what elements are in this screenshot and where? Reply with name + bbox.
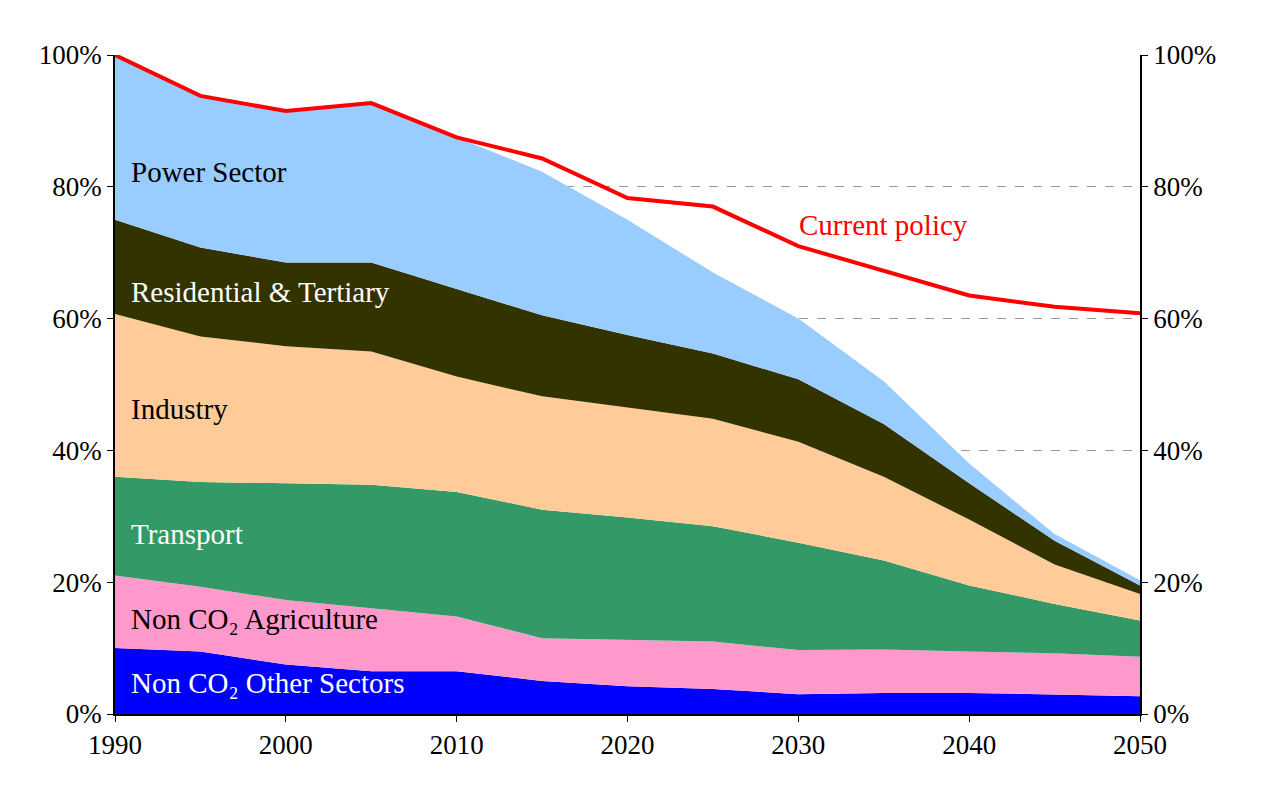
svg-text:60%: 60%	[1153, 304, 1203, 334]
svg-text:2020: 2020	[601, 730, 655, 760]
svg-text:20%: 20%	[52, 568, 102, 598]
svg-text:80%: 80%	[1153, 172, 1203, 202]
svg-text:40%: 40%	[1153, 436, 1203, 466]
svg-text:40%: 40%	[52, 436, 102, 466]
svg-text:0%: 0%	[66, 699, 102, 729]
svg-text:Power Sector: Power Sector	[131, 156, 287, 188]
svg-text:Residential & Tertiary: Residential & Tertiary	[131, 276, 390, 308]
svg-text:0%: 0%	[1153, 699, 1189, 729]
svg-text:60%: 60%	[52, 304, 102, 334]
svg-text:2040: 2040	[942, 730, 996, 760]
svg-text:2030: 2030	[771, 730, 825, 760]
svg-text:Current policy: Current policy	[799, 209, 968, 241]
svg-text:2050: 2050	[1113, 730, 1167, 760]
svg-text:Industry: Industry	[131, 393, 228, 425]
svg-text:100%: 100%	[39, 40, 102, 70]
svg-text:2000: 2000	[259, 730, 313, 760]
svg-text:Non CO₂ Agriculture: Non CO₂ Agriculture	[131, 603, 378, 635]
svg-text:Transport: Transport	[131, 518, 243, 550]
svg-text:100%: 100%	[1153, 40, 1216, 70]
svg-text:80%: 80%	[52, 172, 102, 202]
svg-text:1990: 1990	[88, 730, 142, 760]
svg-text:20%: 20%	[1153, 568, 1203, 598]
svg-text:Non CO₂ Other Sectors: Non CO₂ Other Sectors	[131, 667, 405, 699]
svg-text:2010: 2010	[430, 730, 484, 760]
